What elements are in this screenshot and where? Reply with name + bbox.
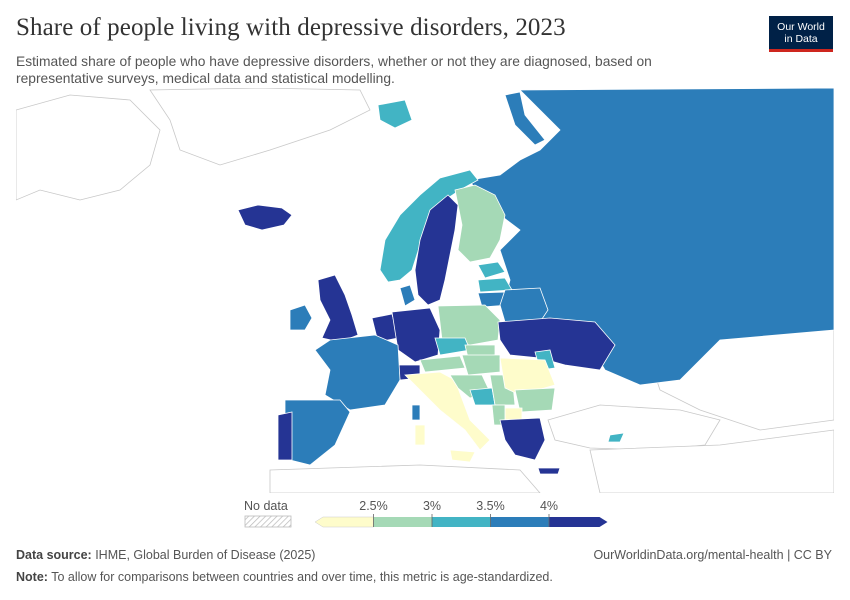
legend-bin-3	[490, 517, 549, 527]
country-sweden[interactable]	[414, 194, 459, 306]
region-arctic-islands	[149, 88, 371, 166]
data-source: Data source: IHME, Global Burden of Dise…	[16, 548, 315, 562]
legend-tick-label-4: 4%	[540, 499, 558, 513]
chart-subtitle: Estimated share of people who have depre…	[16, 54, 652, 86]
country-russia[interactable]	[469, 88, 834, 386]
country-sicily[interactable]	[449, 449, 476, 463]
country-bulgaria[interactable]	[514, 387, 556, 413]
country-corsica[interactable]	[411, 404, 421, 421]
logo-line-1: Our World	[777, 21, 825, 33]
legend-tick-label-1: 2.5%	[359, 499, 388, 513]
country-crete[interactable]	[537, 467, 561, 475]
country-north-macedonia[interactable]	[504, 407, 523, 421]
country-germany[interactable]	[391, 307, 441, 363]
map-legend: No data 2.5% 3% 3.5% 4%	[240, 496, 620, 532]
region-middle-east	[589, 429, 834, 493]
source-label: Data source:	[16, 548, 92, 562]
footnote: Note: To allow for comparisons between c…	[16, 570, 553, 584]
owid-logo[interactable]: Our World in Data	[769, 16, 833, 52]
country-greece[interactable]	[499, 417, 546, 461]
country-czechia[interactable]	[434, 337, 471, 356]
country-austria[interactable]	[419, 355, 466, 373]
country-ireland[interactable]	[289, 304, 313, 331]
legend-bin-1	[373, 517, 432, 527]
europe-choropleth-map[interactable]	[16, 88, 834, 493]
source-text: IHME, Global Burden of Disease (2025)	[91, 548, 316, 562]
region-north-africa	[269, 464, 541, 493]
country-spain[interactable]	[284, 399, 351, 466]
legend-tick-label-2: 3%	[423, 499, 441, 513]
country-finland[interactable]	[454, 184, 506, 263]
legend-no-data-label: No data	[244, 499, 288, 513]
no-data-regions	[16, 88, 834, 493]
country-denmark[interactable]	[399, 284, 416, 307]
country-belarus[interactable]	[499, 287, 549, 323]
legend-bin-4	[549, 517, 608, 527]
logo-line-2: in Data	[784, 33, 818, 45]
legend-bin-0	[314, 516, 374, 528]
country-svalbard[interactable]	[377, 99, 413, 129]
legend-no-data-swatch	[244, 515, 292, 528]
country-sardinia[interactable]	[414, 424, 426, 446]
country-hungary[interactable]	[461, 354, 501, 376]
country-estonia[interactable]	[477, 261, 506, 279]
country-russia-novaya-zemlya[interactable]	[504, 91, 546, 146]
region-greenland	[16, 94, 161, 201]
country-uk[interactable]	[317, 274, 359, 343]
country-portugal[interactable]	[277, 411, 293, 461]
country-ukraine[interactable]	[497, 317, 616, 371]
legend-bin-2	[432, 517, 491, 527]
country-cyprus[interactable]	[607, 432, 625, 443]
source-url-link[interactable]: OurWorldinData.org/mental-health | CC BY	[593, 548, 832, 562]
country-france[interactable]	[314, 334, 401, 411]
country-italy[interactable]	[404, 371, 491, 451]
legend-tick-label-3: 3.5%	[476, 499, 505, 513]
country-iceland[interactable]	[237, 204, 293, 231]
country-bosnia[interactable]	[469, 387, 496, 406]
chart-title: Share of people living with depressive d…	[16, 14, 566, 41]
note-text: To allow for comparisons between countri…	[47, 570, 553, 584]
region-turkey	[547, 404, 721, 451]
note-label: Note:	[16, 570, 48, 584]
